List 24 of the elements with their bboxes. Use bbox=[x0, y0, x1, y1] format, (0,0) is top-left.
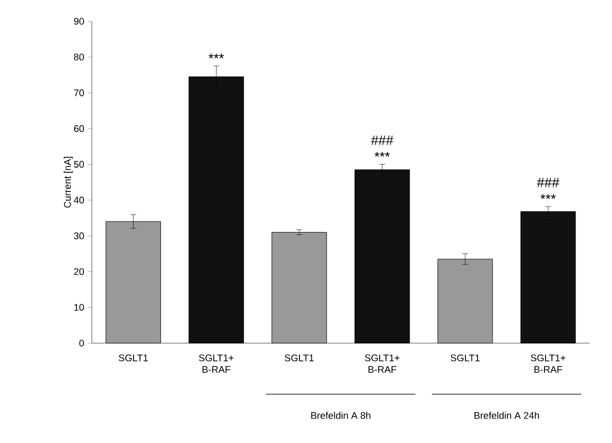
y-tick-label: 40 bbox=[74, 196, 84, 204]
y-tick-label: 0 bbox=[79, 340, 84, 347]
x-tick-label: SGLT1+ B-RAF bbox=[530, 354, 566, 373]
text: Brefeldin A 8h bbox=[311, 412, 370, 420]
x-tick-label: SGLT1 bbox=[284, 354, 314, 362]
text: Brefeldin A 24h bbox=[474, 412, 539, 420]
x-tick-label: SGLT1 bbox=[118, 354, 148, 362]
x-tick-label: SGLT1+ B-RAF bbox=[364, 354, 400, 373]
y-tick-label: 60 bbox=[74, 125, 84, 132]
y-tick-label: 10 bbox=[74, 304, 84, 311]
y-tick-label: 80 bbox=[74, 54, 84, 61]
y-axis-title: Current [nA] bbox=[64, 157, 73, 208]
annotation: ### bbox=[536, 178, 560, 188]
y-tick-label: 30 bbox=[74, 232, 84, 240]
annotation: ### bbox=[371, 136, 394, 146]
x-tick-label: SGLT1 bbox=[450, 354, 480, 362]
y-tick-label: 70 bbox=[74, 90, 84, 96]
x-tick-label: SGLT1+ B-RAF bbox=[199, 354, 234, 373]
y-tick-label: 90 bbox=[74, 18, 84, 25]
y-tick-label: 50 bbox=[74, 161, 84, 168]
y-tick-label: 20 bbox=[74, 268, 84, 276]
annotation: *** bbox=[374, 152, 390, 157]
annotation: *** bbox=[208, 54, 224, 58]
annotation: *** bbox=[540, 194, 556, 200]
